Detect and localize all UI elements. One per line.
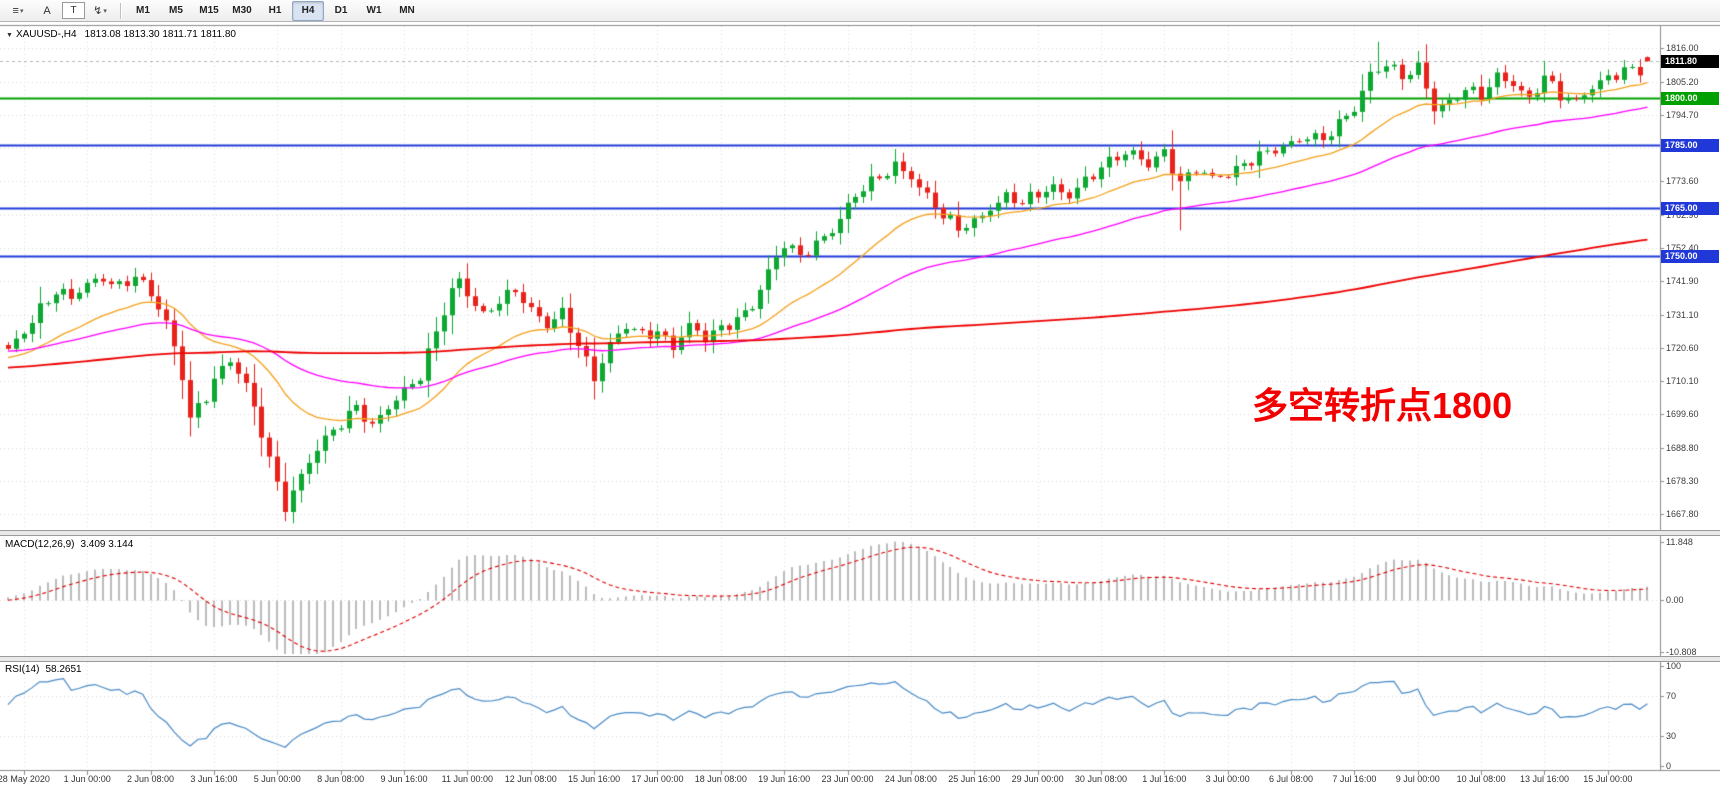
hline-price-box: 1800.00 — [1661, 92, 1719, 106]
timeframe-h4[interactable]: H4 — [292, 0, 324, 21]
timeframe-m15[interactable]: M15 — [199, 5, 219, 16]
rsi-indicator-label: RSI(14) 58.2651 — [5, 664, 82, 675]
price-axis-label: 1816.00 — [1666, 43, 1699, 53]
chart-title: ▼ XAUUSD-,H4 1813.08 1813.30 1811.71 1811.… — [6, 29, 236, 40]
time-axis-label: 28 May 2020 — [0, 774, 50, 784]
time-axis-label: 24 Jun 08:00 — [884, 774, 937, 784]
time-axis-label: 1 Jun 00:00 — [63, 774, 111, 784]
rsi-axis-label: 70 — [1666, 691, 1677, 701]
rsi-value: 58.2651 — [45, 664, 82, 675]
timeframe-w1[interactable]: W1 — [366, 5, 382, 16]
time-axis-label: 6 Jul 08:00 — [1269, 774, 1314, 784]
macd-title: MACD(12,26,9) — [5, 539, 75, 550]
time-axis-label: 8 Jun 08:00 — [317, 774, 365, 784]
time-axis-label: 11 Jun 00:00 — [441, 774, 494, 784]
price-axis-label: 1710.10 — [1666, 375, 1699, 386]
time-axis-label: 3 Jul 00:00 — [1205, 774, 1250, 784]
price-axis-label: 1667.80 — [1666, 509, 1699, 519]
timeframe-m1[interactable]: M1 — [136, 5, 150, 16]
timeframe-m30[interactable]: M30 — [232, 5, 252, 16]
time-axis-label: 19 Jun 16:00 — [758, 774, 811, 784]
time-axis-label: 1 Jul 16:00 — [1142, 774, 1187, 784]
hline-price-box: 1750.00 — [1661, 249, 1719, 263]
price-axis-label: 1773.60 — [1666, 176, 1699, 187]
macd-axis-label: -10.808 — [1666, 647, 1697, 657]
text-tool-icon[interactable]: T — [62, 2, 85, 19]
time-axis-label: 5 Jun 00:00 — [253, 774, 301, 784]
time-axis-label: 13 Jul 16:00 — [1519, 774, 1569, 784]
rsi-axis-label: 100 — [1666, 661, 1682, 671]
hline-price-box: 1765.00 — [1661, 202, 1719, 216]
time-axis-label: 9 Jul 00:00 — [1395, 774, 1440, 784]
price-axis-label: 1752.40 — [1666, 242, 1699, 253]
rsi-axis-label: 30 — [1666, 731, 1677, 741]
timeframe-mn[interactable]: MN — [399, 5, 415, 16]
macd-axis-label: 11.848 — [1666, 537, 1693, 547]
time-axis-label: 25 Jun 16:00 — [948, 774, 1001, 784]
objects-tool-icon[interactable]: ↯ ▾ — [93, 5, 107, 17]
chart-annotation-text: 多空转折点1800 — [1252, 385, 1513, 426]
price-axis-label: 1805.20 — [1666, 76, 1699, 87]
time-axis-label: 18 Jun 08:00 — [694, 774, 747, 784]
current-price-box: 1811.80 — [1661, 55, 1719, 69]
time-axis-label: 30 Jun 08:00 — [1074, 774, 1127, 784]
time-axis-label: 3 Jun 16:00 — [190, 774, 238, 784]
toolbar-icon-group: ≡ ▾ A T ↯ ▾ — [4, 1, 114, 21]
price-axis-label: 1699.60 — [1666, 409, 1699, 419]
charts-menu-icon[interactable]: ≡ ▾ — [12, 4, 24, 17]
hline-price-box: 1785.00 — [1661, 139, 1719, 153]
timeframe-m5[interactable]: M5 — [169, 5, 183, 16]
timeframe-h1[interactable]: H1 — [268, 5, 282, 16]
dropdown-caret-icon: ▾ — [103, 7, 107, 15]
panel-splitter-rsi[interactable] — [0, 656, 1720, 662]
timeframe-d1[interactable]: D1 — [334, 5, 348, 16]
price-axis-label: 1688.80 — [1666, 442, 1699, 453]
time-axis-label: 9 Jun 16:00 — [380, 774, 428, 784]
time-axis-label: 15 Jun 16:00 — [568, 774, 621, 784]
symbol-timeframe-label: XAUUSD-,H4 — [15, 29, 77, 40]
price-axis-label: 1741.90 — [1666, 276, 1699, 286]
time-axis-label: 2 Jun 08:00 — [127, 774, 175, 784]
time-axis-label: 12 Jun 08:00 — [504, 774, 557, 784]
collapse-triangle-icon[interactable]: ▼ — [6, 32, 13, 39]
macd-values: 3.409 3.144 — [80, 539, 134, 550]
timeframe-button-group: M1 M5 M15 M30 H1 H4 D1 W1 MN — [127, 0, 423, 21]
time-axis-label: 15 Jul 00:00 — [1583, 774, 1633, 784]
price-axis-label: 1794.70 — [1666, 109, 1699, 120]
dropdown-caret-icon: ▾ — [19, 7, 24, 15]
time-axis-label: 17 Jun 00:00 — [631, 774, 684, 784]
time-axis-label: 23 Jun 00:00 — [821, 774, 874, 784]
price-chart-canvas[interactable] — [0, 22, 1720, 792]
time-axis-label: 7 Jul 16:00 — [1332, 774, 1377, 784]
toolbar: ≡ ▾ A T ↯ ▾ M1 M5 M15 M30 H1 H4 D1 W1 MN — [0, 0, 1720, 22]
toolbar-separator — [120, 2, 121, 19]
rsi-axis-label: 0 — [1666, 761, 1672, 771]
macd-indicator-label: MACD(12,26,9) 3.409 3.144 — [5, 539, 133, 550]
rsi-title: RSI(14) — [5, 664, 40, 675]
ohlc-values: 1813.08 1813.30 1811.71 1811.80 — [84, 29, 236, 40]
time-axis-label: 10 Jul 08:00 — [1456, 774, 1506, 784]
chart-window: ▼ XAUUSD-,H4 1813.08 1813.30 1811.71 1811.… — [0, 22, 1720, 792]
panel-splitter-macd[interactable] — [0, 530, 1720, 536]
price-axis-label: 1678.30 — [1666, 475, 1699, 486]
time-axis-label: 29 Jun 00:00 — [1011, 774, 1064, 784]
price-axis-label: 1720.60 — [1666, 342, 1699, 353]
price-axis-label: 1731.10 — [1666, 309, 1699, 320]
macd-axis-label: 0.00 — [1666, 594, 1684, 605]
cursor-tool-icon[interactable]: A — [43, 4, 51, 17]
